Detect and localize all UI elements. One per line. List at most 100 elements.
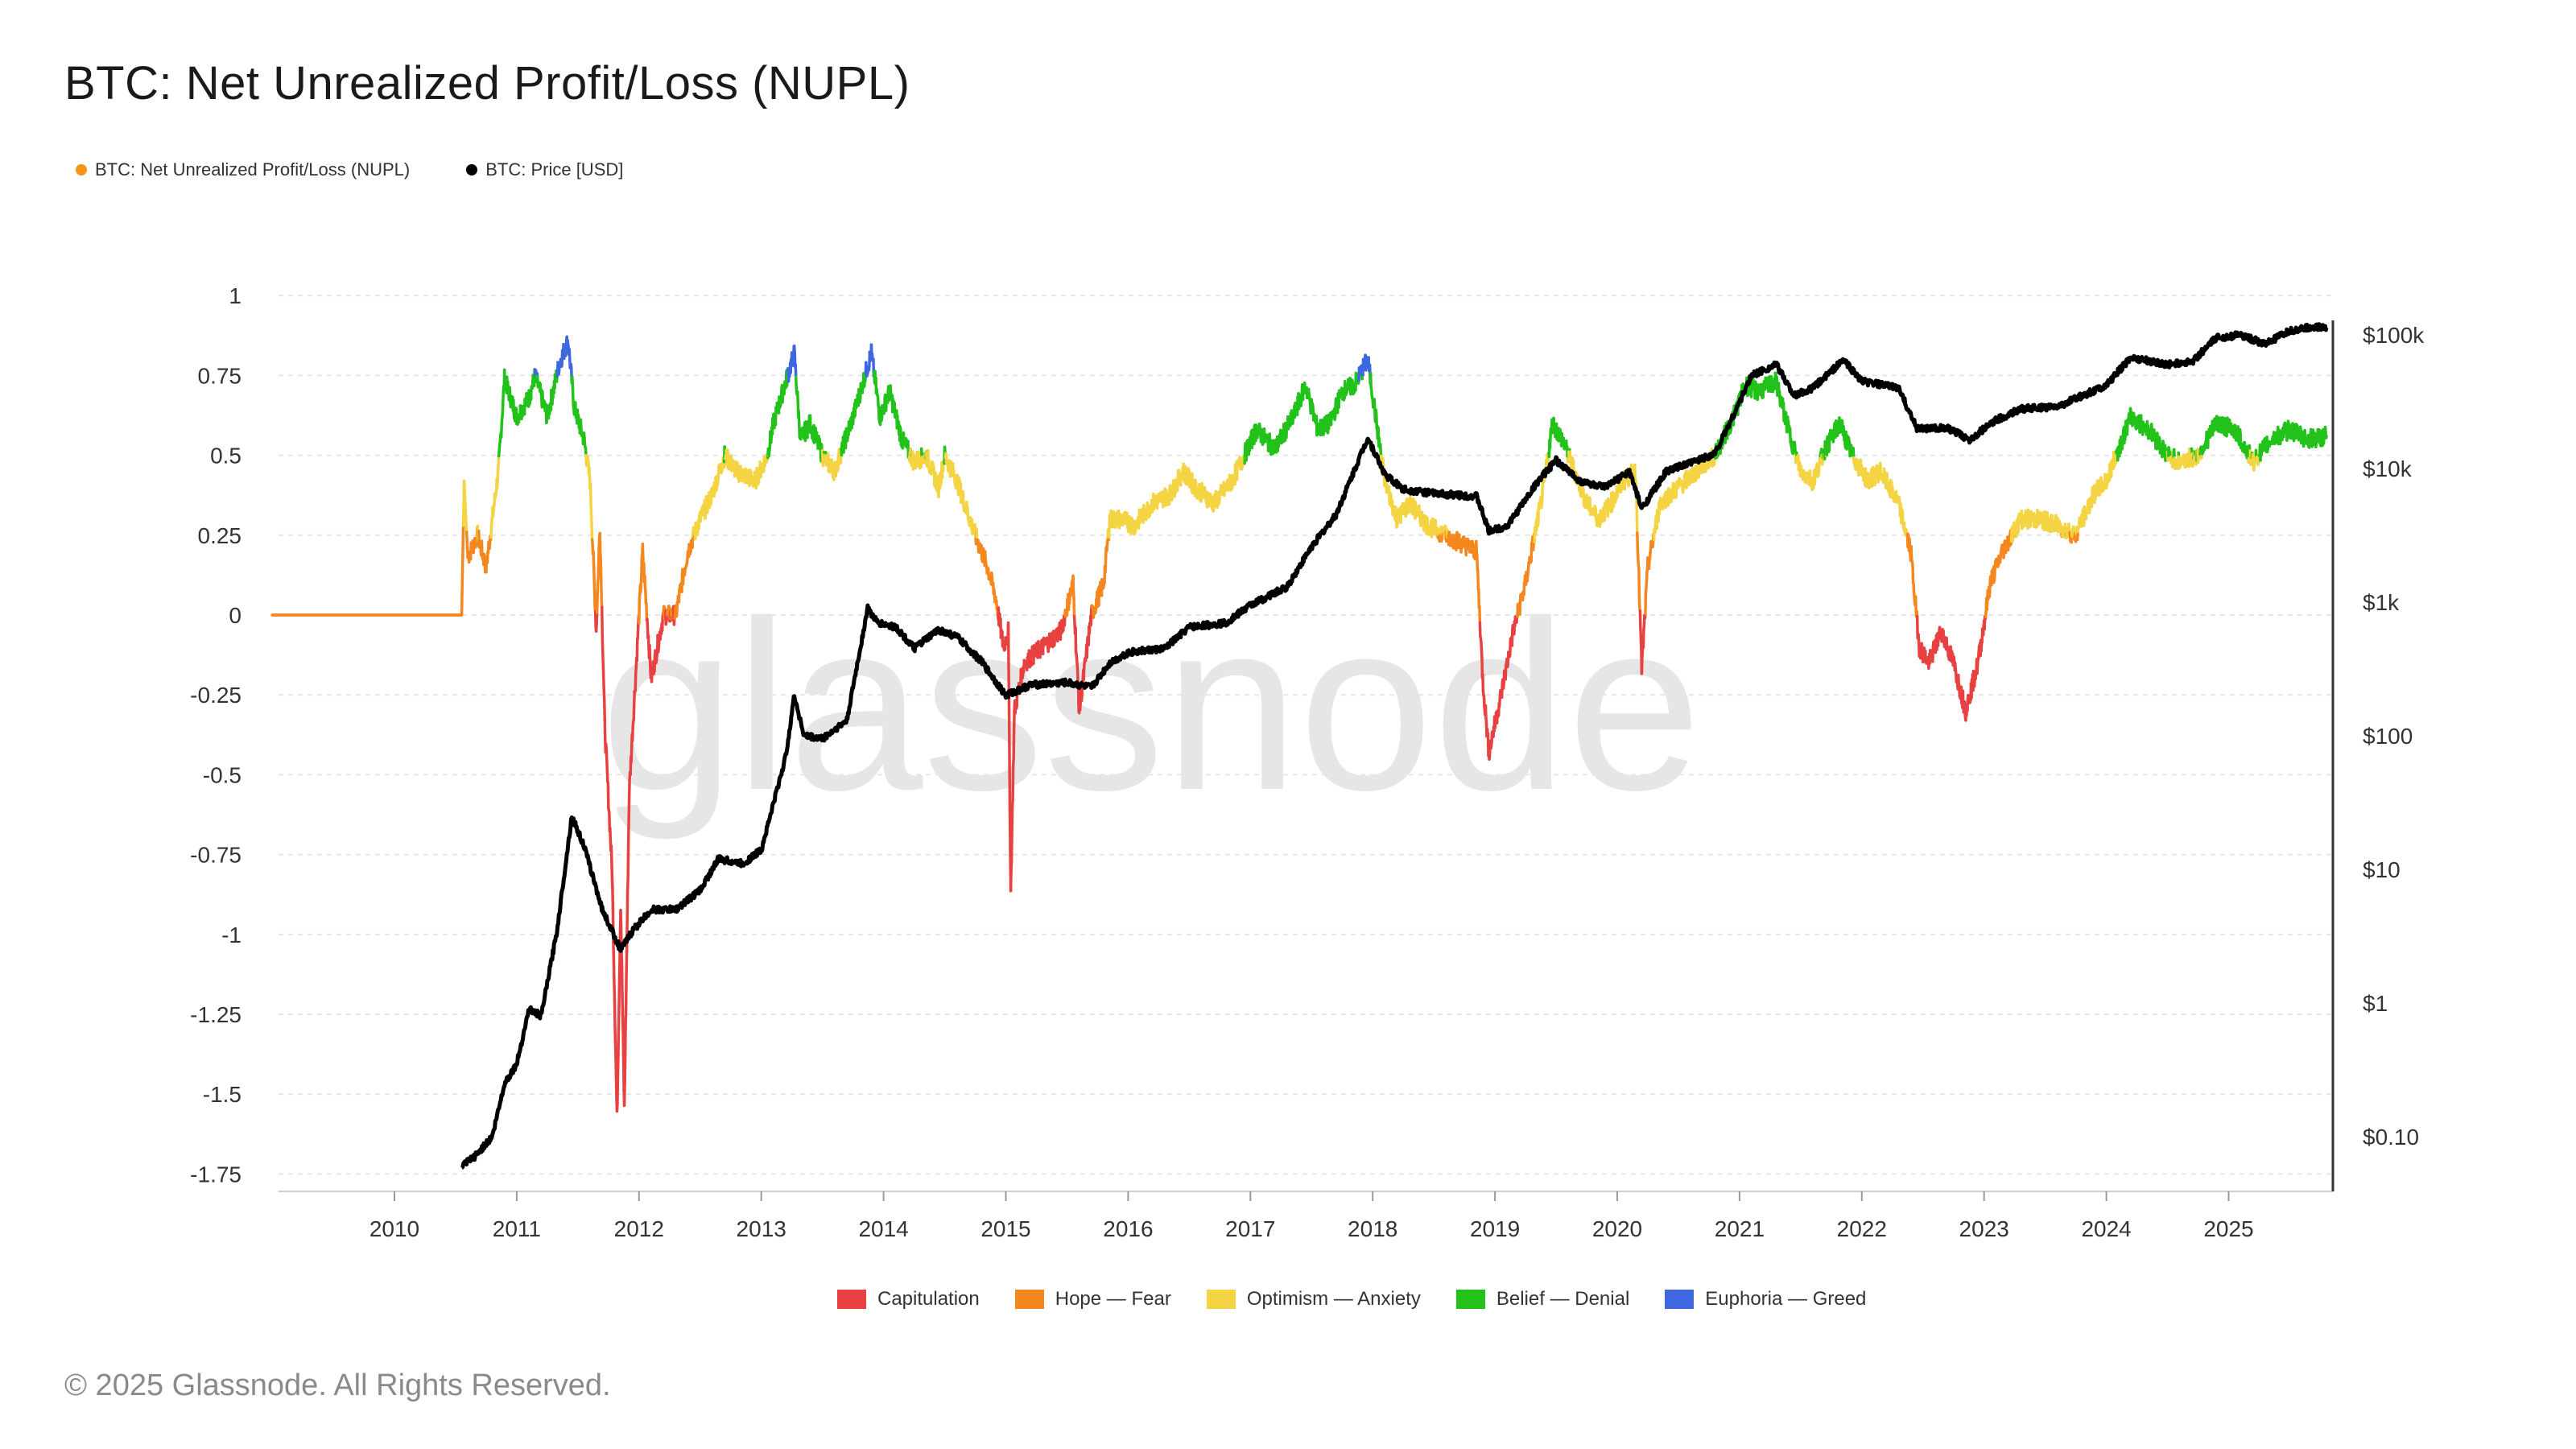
x-tick-label: 2014 bbox=[858, 1216, 908, 1241]
nupl-segment bbox=[1504, 663, 1508, 681]
nupl-segment bbox=[620, 964, 624, 997]
y-left-tick-label: 0 bbox=[229, 603, 242, 628]
legend-item-price[interactable]: BTC: Price [USD] bbox=[466, 159, 623, 180]
nupl-segment bbox=[464, 505, 468, 517]
nupl-segment bbox=[1297, 398, 1301, 411]
nupl-segment bbox=[588, 467, 592, 481]
nupl-segment bbox=[617, 1004, 621, 1032]
y-left-tick-label: 0.25 bbox=[198, 523, 242, 548]
nupl-segment bbox=[1105, 540, 1109, 552]
nupl-segment bbox=[877, 406, 881, 421]
nupl-segment bbox=[1071, 574, 1075, 594]
y-left-tick-label: 0.5 bbox=[210, 444, 242, 469]
nupl-segment bbox=[1476, 554, 1480, 572]
nupl-segment bbox=[614, 1055, 618, 1080]
nupl-segment bbox=[464, 522, 469, 534]
nupl-segment bbox=[601, 632, 605, 653]
nupl-segment bbox=[1641, 628, 1645, 650]
x-tick-label: 2011 bbox=[493, 1216, 541, 1241]
x-tick-label: 2010 bbox=[369, 1216, 419, 1241]
y-right-tick-label: $100 bbox=[2363, 724, 2413, 749]
nupl-segment bbox=[1644, 591, 1648, 616]
nupl-segment bbox=[1637, 592, 1641, 611]
nupl-segment bbox=[621, 993, 625, 1019]
nupl-segment bbox=[599, 575, 603, 604]
nupl-segment bbox=[796, 390, 800, 405]
x-tick-label: 2024 bbox=[2081, 1216, 2131, 1241]
nupl-segment bbox=[609, 844, 613, 862]
nupl-segment bbox=[634, 672, 638, 691]
nupl-segment bbox=[462, 479, 466, 491]
nupl-segment bbox=[1009, 830, 1013, 863]
price-dot-icon bbox=[466, 164, 478, 175]
x-tick-label: 2025 bbox=[2203, 1216, 2253, 1241]
nupl-segment bbox=[639, 573, 643, 585]
y-left-tick-label: 1 bbox=[229, 283, 242, 308]
nupl-segment bbox=[1163, 495, 1167, 507]
nupl-segment bbox=[595, 593, 599, 614]
nupl-segment bbox=[1637, 566, 1641, 596]
nupl-segment bbox=[624, 1006, 628, 1026]
nupl-segment bbox=[489, 526, 493, 539]
y-left-tick-label: -1.75 bbox=[190, 1162, 242, 1187]
x-tick-label: 2013 bbox=[737, 1216, 786, 1241]
x-tick-label: 2021 bbox=[1715, 1216, 1765, 1241]
nupl-segment bbox=[1368, 372, 1373, 390]
nupl-segment bbox=[601, 649, 605, 665]
nupl-segment bbox=[605, 758, 609, 772]
nupl-segment bbox=[1012, 727, 1016, 761]
nupl-segment bbox=[626, 817, 630, 846]
nupl-segment bbox=[592, 577, 597, 592]
nupl-segment bbox=[1537, 506, 1541, 527]
nupl-segment bbox=[460, 591, 464, 617]
nupl-segment bbox=[639, 581, 643, 593]
nupl-segment bbox=[691, 535, 695, 549]
nupl-segment bbox=[621, 1032, 625, 1063]
y-right-tick-label: $10k bbox=[2363, 456, 2413, 481]
nupl-segment bbox=[612, 940, 616, 960]
nupl-segment bbox=[626, 842, 630, 880]
nupl-segment bbox=[606, 781, 610, 810]
nupl-segment bbox=[1008, 813, 1012, 858]
nupl-segment bbox=[501, 403, 505, 417]
watermark-text: glassnode bbox=[601, 570, 1702, 842]
y-left-tick-label: -1.5 bbox=[203, 1082, 242, 1107]
legend-label-nupl: BTC: Net Unrealized Profit/Loss (NUPL) bbox=[95, 159, 411, 180]
nupl-dot-icon bbox=[76, 164, 87, 175]
nupl-segment bbox=[1009, 860, 1013, 873]
nupl-segment bbox=[641, 543, 645, 560]
y-left-tick-label: -1 bbox=[221, 923, 242, 947]
nupl-segment bbox=[623, 1023, 627, 1063]
nupl-segment bbox=[463, 496, 467, 508]
nupl-segment bbox=[617, 976, 621, 1008]
nupl-segment bbox=[1010, 804, 1014, 833]
nupl-segment bbox=[625, 950, 629, 976]
nupl-segment bbox=[2094, 484, 2098, 498]
x-tick-label: 2023 bbox=[1959, 1216, 2009, 1241]
x-tick-label: 2020 bbox=[1592, 1216, 1642, 1241]
nupl-segment bbox=[592, 588, 597, 611]
nupl-segment bbox=[961, 490, 965, 506]
nupl-segment bbox=[596, 581, 600, 597]
legend-label-price: BTC: Price [USD] bbox=[485, 159, 624, 180]
nupl-segment bbox=[1541, 482, 1545, 501]
nupl-segment bbox=[1418, 504, 1422, 517]
nupl-segment bbox=[1913, 595, 1918, 611]
nupl-segment bbox=[592, 550, 596, 567]
nupl-segment bbox=[1852, 447, 1856, 460]
nupl-segment bbox=[609, 826, 613, 843]
y-left-tick-label: -0.25 bbox=[190, 683, 242, 708]
legend-item-nupl[interactable]: BTC: Net Unrealized Profit/Loss (NUPL) bbox=[76, 159, 410, 180]
nupl-segment bbox=[794, 375, 798, 389]
nupl-segment bbox=[464, 513, 468, 526]
nupl-segment bbox=[605, 768, 609, 783]
nupl-segment bbox=[630, 746, 634, 763]
nupl-segment bbox=[1645, 570, 1649, 583]
nupl-segment bbox=[597, 557, 601, 580]
x-tick-label: 2017 bbox=[1225, 1216, 1275, 1241]
y-right-tick-label: $1 bbox=[2363, 991, 2388, 1016]
nupl-segment bbox=[610, 859, 614, 879]
nupl-segment bbox=[1268, 432, 1272, 445]
nupl-segment bbox=[2090, 495, 2094, 509]
nupl-segment bbox=[461, 524, 465, 550]
